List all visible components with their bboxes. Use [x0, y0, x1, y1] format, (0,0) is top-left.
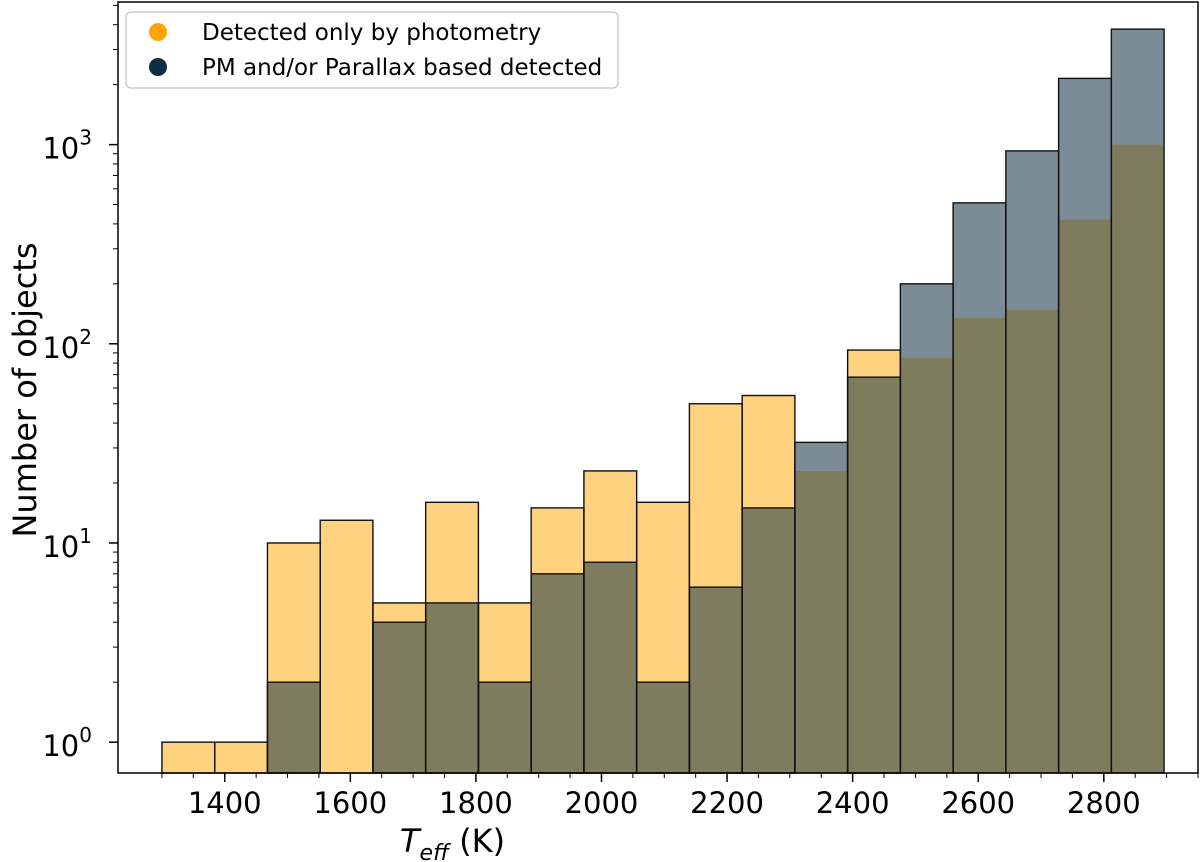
- bar-overlap: [531, 573, 584, 773]
- x-tick-label: 1800: [439, 786, 513, 820]
- x-tick-label: 2000: [565, 786, 639, 820]
- bar-overlap: [742, 507, 795, 773]
- bar-overlap: [425, 602, 479, 773]
- bar-photometry: [214, 742, 268, 773]
- bar-overlap: [1005, 309, 1059, 773]
- bar-overlap: [583, 562, 637, 773]
- legend-box: [125, 11, 619, 89]
- bar-overlap: [900, 357, 954, 773]
- y-axis-title: Number of objects: [6, 242, 44, 537]
- legend-marker-pm-parallax: [149, 58, 167, 76]
- bar-overlap: [478, 682, 532, 773]
- bar-overlap: [953, 317, 1006, 773]
- x-tick-label: 2800: [1067, 786, 1141, 820]
- legend-label-pm-parallax: PM and/or Parallax based detected: [202, 55, 602, 81]
- bar-overlap: [1058, 219, 1112, 773]
- bar-overlap: [794, 470, 848, 773]
- bar-overlap: [847, 377, 901, 773]
- x-tick-label: 2600: [941, 786, 1015, 820]
- bar-overlap: [372, 622, 426, 773]
- bar-overlap: [689, 587, 743, 773]
- bar-overlap: [1111, 144, 1165, 774]
- y-tick-label: 101: [42, 524, 92, 564]
- legend: Detected only by photometry PM and/or Pa…: [125, 11, 619, 89]
- axes-layer: 1400 1600 1800 2000 2200 2400 2600 2800 100 101 10…: [42, 1, 1199, 820]
- bar-photometry: [320, 520, 373, 773]
- x-tick-label: 2200: [690, 786, 764, 820]
- bar-photometry: [161, 742, 215, 773]
- x-tick-label: 1600: [313, 786, 387, 820]
- y-tick-label: 102: [42, 325, 92, 365]
- x-axis-title: Teff (K): [400, 822, 505, 862]
- x-tick-label: 2400: [816, 786, 890, 820]
- legend-marker-photometry: [149, 23, 167, 41]
- bars-layer: [161, 28, 1165, 774]
- bar-overlap: [636, 682, 690, 773]
- y-tick-label: 100: [42, 723, 92, 763]
- x-tick-label: 1400: [188, 786, 262, 820]
- legend-label-photometry: Detected only by photometry: [202, 20, 541, 46]
- bar-overlap: [267, 682, 321, 773]
- y-tick-label: 103: [42, 126, 92, 166]
